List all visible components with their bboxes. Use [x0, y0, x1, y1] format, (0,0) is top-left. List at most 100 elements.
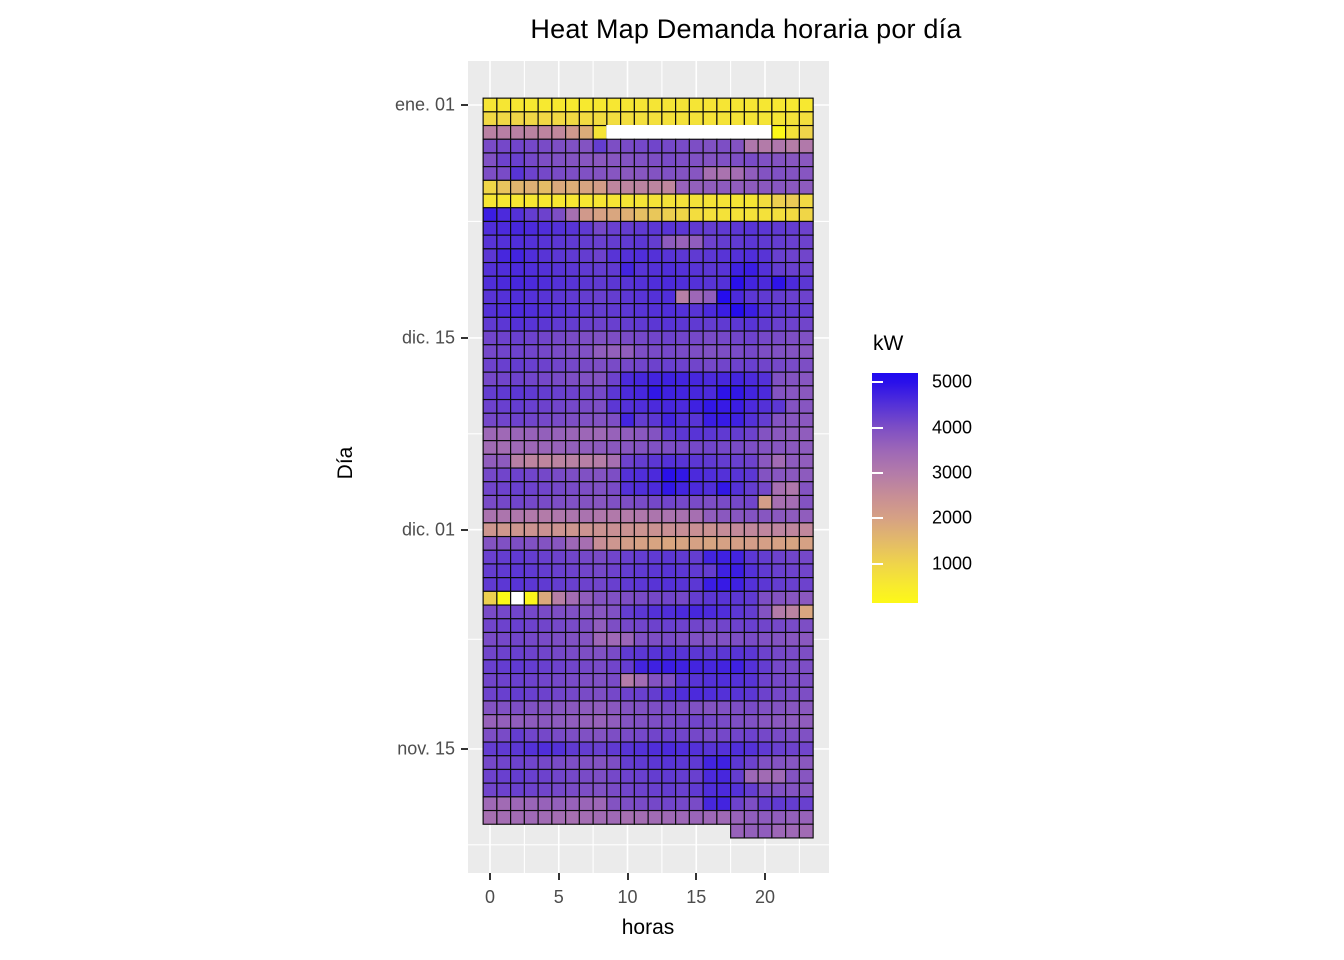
heatmap-tile [730, 97, 745, 113]
heatmap-tile [661, 152, 677, 168]
heatmap-tile [785, 631, 800, 647]
heatmap-tile [565, 590, 580, 606]
heatmap-tile [551, 700, 567, 716]
heatmap-tile [510, 494, 525, 510]
heatmap-tile [661, 234, 677, 250]
legend-title: kW [873, 332, 904, 355]
heatmap-tile [578, 714, 594, 729]
heatmap-tile [716, 385, 732, 401]
heatmap-tile [661, 385, 677, 401]
heatmap-tile [565, 124, 580, 140]
heatmap-tile [565, 577, 580, 592]
heatmap-tile [482, 234, 498, 250]
heatmap-tile [537, 330, 553, 346]
heatmap-tile [482, 700, 498, 716]
heatmap-tile [757, 618, 773, 634]
heatmap-tile [620, 426, 635, 442]
heatmap-tile [620, 344, 635, 360]
heatmap-tile [496, 303, 512, 318]
heatmap-tile [798, 672, 814, 688]
heatmap-tile [785, 398, 800, 414]
heatmap-tile [620, 234, 635, 250]
heatmap-tile [633, 371, 649, 387]
heatmap-tile [510, 166, 525, 181]
heatmap-tile [496, 289, 512, 305]
heatmap-tile [702, 631, 718, 647]
heatmap-tile [565, 330, 580, 346]
heatmap-tile [510, 590, 525, 606]
heatmap-tile [482, 207, 498, 223]
heatmap-tile [551, 727, 567, 743]
heatmap-tile [688, 234, 704, 250]
heatmap-tile [551, 412, 567, 428]
heatmap-tile [771, 138, 787, 154]
heatmap-tile [675, 535, 690, 551]
heatmap-tile [482, 303, 498, 318]
heatmap-tile [633, 344, 649, 360]
heatmap-tile [757, 590, 773, 606]
heatmap-tile [620, 316, 635, 332]
heatmap-tile [702, 809, 718, 825]
heatmap-tile [730, 782, 745, 798]
heatmap-tile [743, 481, 759, 497]
heatmap-tile [620, 220, 635, 236]
heatmap-tile [785, 467, 800, 483]
legend-tick-label: 2000 [932, 507, 973, 528]
heatmap-tile [496, 138, 512, 154]
heatmap-tile [578, 303, 594, 318]
heatmap-tile [523, 426, 539, 442]
heatmap-tile [482, 371, 498, 387]
heatmap-tile [798, 261, 814, 277]
heatmap-tile [510, 645, 525, 661]
heatmap-tile [578, 494, 594, 510]
heatmap-tile [537, 659, 553, 675]
heatmap-tile [661, 481, 677, 497]
heatmap-tile [675, 193, 690, 209]
heatmap-tile [798, 179, 814, 195]
heatmap-tile [771, 618, 787, 634]
heatmap-tile [771, 289, 787, 305]
heatmap-tile [702, 193, 718, 209]
heatmap-tile [757, 549, 773, 565]
heatmap-tile [633, 727, 649, 743]
heatmap-tile [565, 768, 580, 784]
heatmap-tile [675, 357, 690, 373]
heatmap-tile [537, 138, 553, 154]
heatmap-tile [688, 549, 704, 565]
legend-tick-label: 5000 [932, 371, 973, 392]
heatmap-tile [565, 659, 580, 675]
heatmap-tile [482, 577, 498, 592]
heatmap-tile [771, 686, 787, 702]
heatmap-tile [537, 97, 553, 113]
heatmap-tile [510, 124, 525, 140]
heatmap-tile [743, 727, 759, 743]
heatmap-tile [578, 385, 594, 401]
heatmap-tile [633, 768, 649, 784]
heatmap-tile [757, 714, 773, 729]
heatmap-tile [578, 193, 594, 209]
heatmap-tile [606, 590, 622, 606]
heatmap-tile [688, 645, 704, 661]
heatmap-tile [537, 275, 553, 291]
heatmap-tile [647, 618, 663, 634]
heatmap-tile [702, 508, 718, 524]
heatmap-tile [647, 124, 663, 140]
heatmap-tile [620, 481, 635, 497]
heatmap-tile [798, 659, 814, 675]
heatmap-tile [565, 563, 580, 579]
heatmap-tile [743, 220, 759, 236]
heatmap-tile [785, 193, 800, 209]
heatmap-tile [551, 631, 567, 647]
heatmap-tile [537, 412, 553, 428]
heatmap-tile [565, 138, 580, 154]
heatmap-tile [551, 508, 567, 524]
heatmap-tile [551, 590, 567, 606]
heatmap-tile [647, 453, 663, 469]
heatmap-tile [537, 179, 553, 195]
heatmap-tile [675, 563, 690, 579]
heatmap-tile [743, 440, 759, 455]
heatmap-tile [578, 768, 594, 784]
heatmap-tile [771, 768, 787, 784]
legend-tick-mark [861, 472, 872, 474]
